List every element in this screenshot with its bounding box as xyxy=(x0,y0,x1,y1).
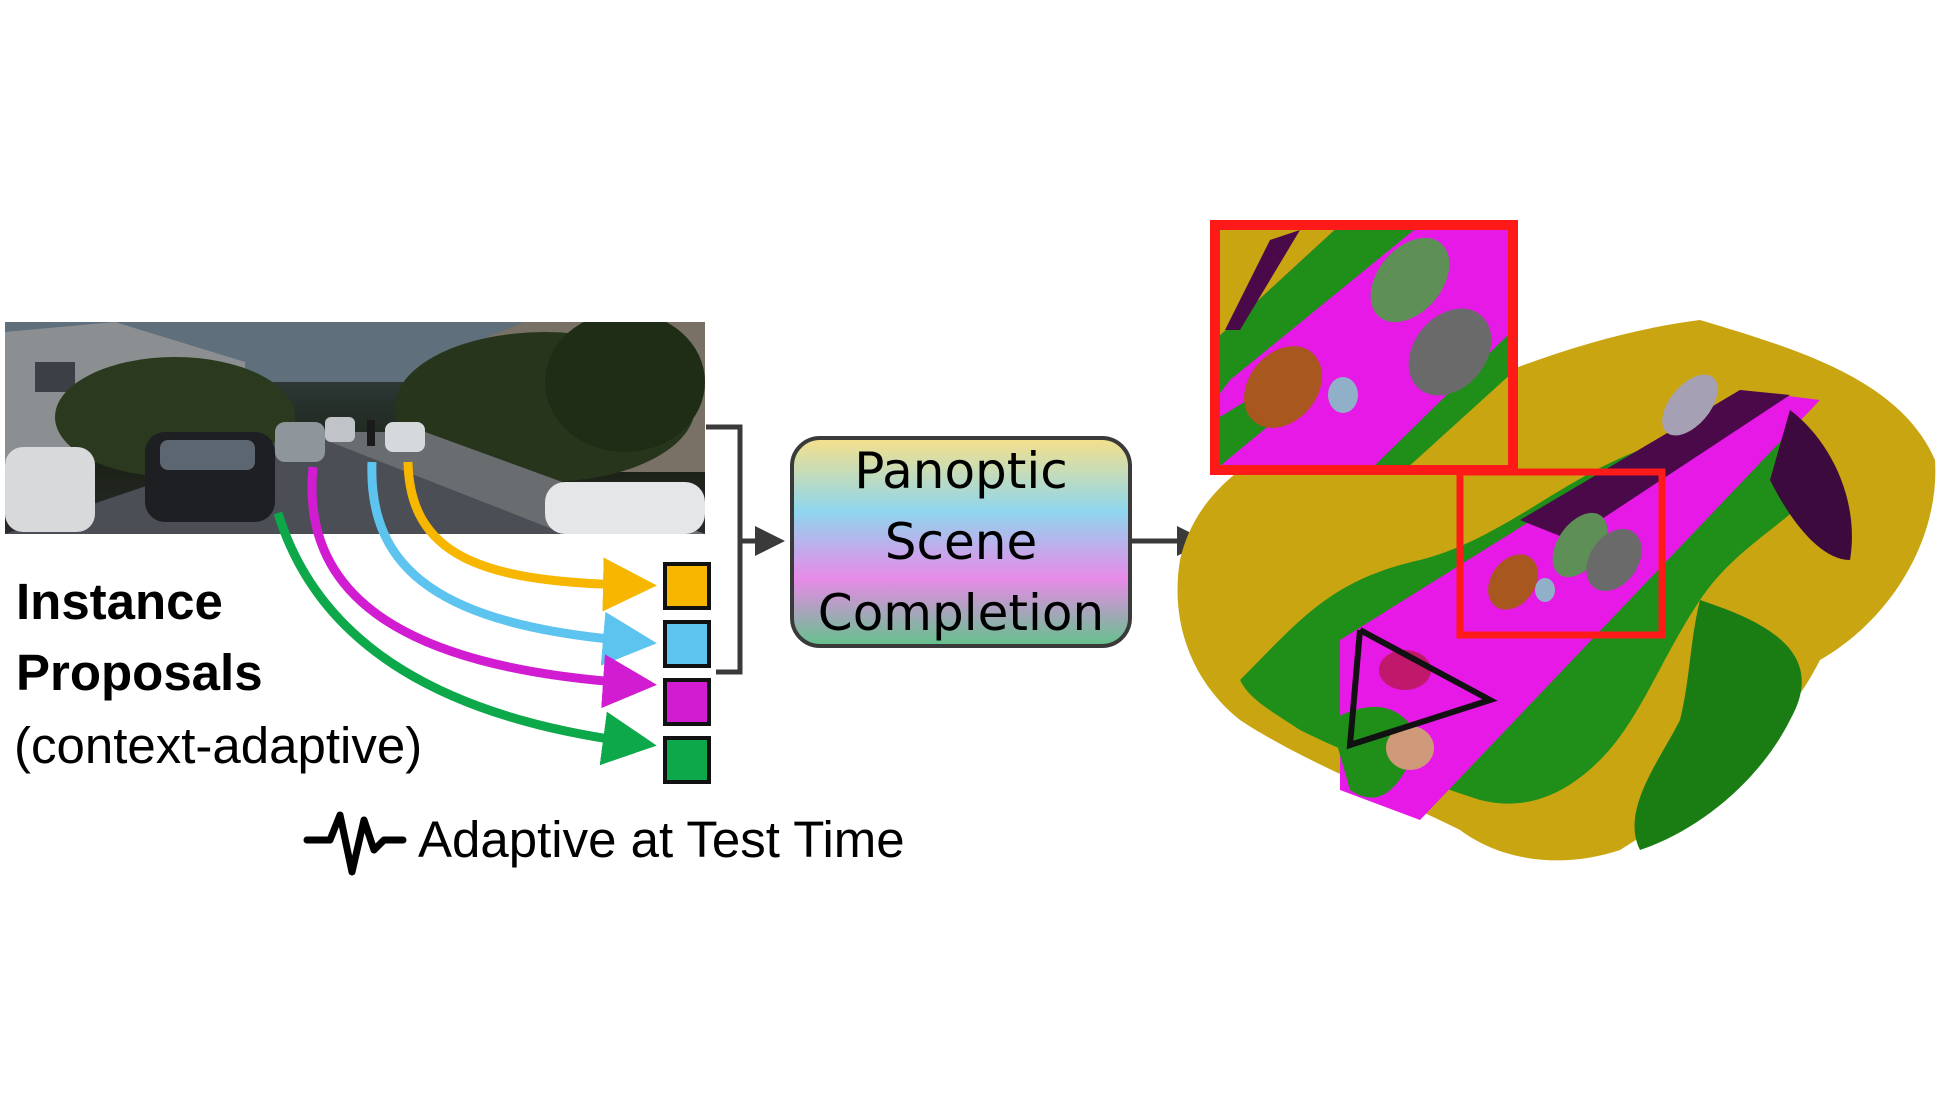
proposal-square-yellow xyxy=(663,562,711,610)
merge-bracket xyxy=(706,424,743,675)
proposal-square-blue xyxy=(663,620,711,668)
proposal-square-green xyxy=(663,736,711,784)
proposal-arrow-blue xyxy=(367,461,657,666)
psc-line-1: Panoptic xyxy=(854,441,1068,500)
panoptic-scene-completion-box: Panoptic Scene Completion xyxy=(790,436,1132,648)
proposal-arrow-yellow xyxy=(403,461,657,612)
legend-label: Adaptive at Test Time xyxy=(418,811,905,868)
instance-title: Instance xyxy=(16,573,223,630)
proposal-arrow-magenta xyxy=(307,466,657,709)
psc-line-2: Scene xyxy=(884,512,1038,571)
voxel-scene xyxy=(1177,320,1936,861)
context-adaptive-subtitle: (context-adaptive) xyxy=(14,717,423,774)
waveform-icon xyxy=(303,811,407,876)
proposals-title: Proposals xyxy=(16,644,263,701)
zoom-inset xyxy=(1215,225,1513,470)
zoom-inset-frame xyxy=(1210,220,1518,475)
street-photo xyxy=(5,322,705,534)
psc-line-3: Completion xyxy=(817,583,1105,642)
highlight-box-scene xyxy=(1456,468,1666,639)
proposal-square-magenta xyxy=(663,678,711,726)
proposal-arrow-green xyxy=(273,511,657,766)
